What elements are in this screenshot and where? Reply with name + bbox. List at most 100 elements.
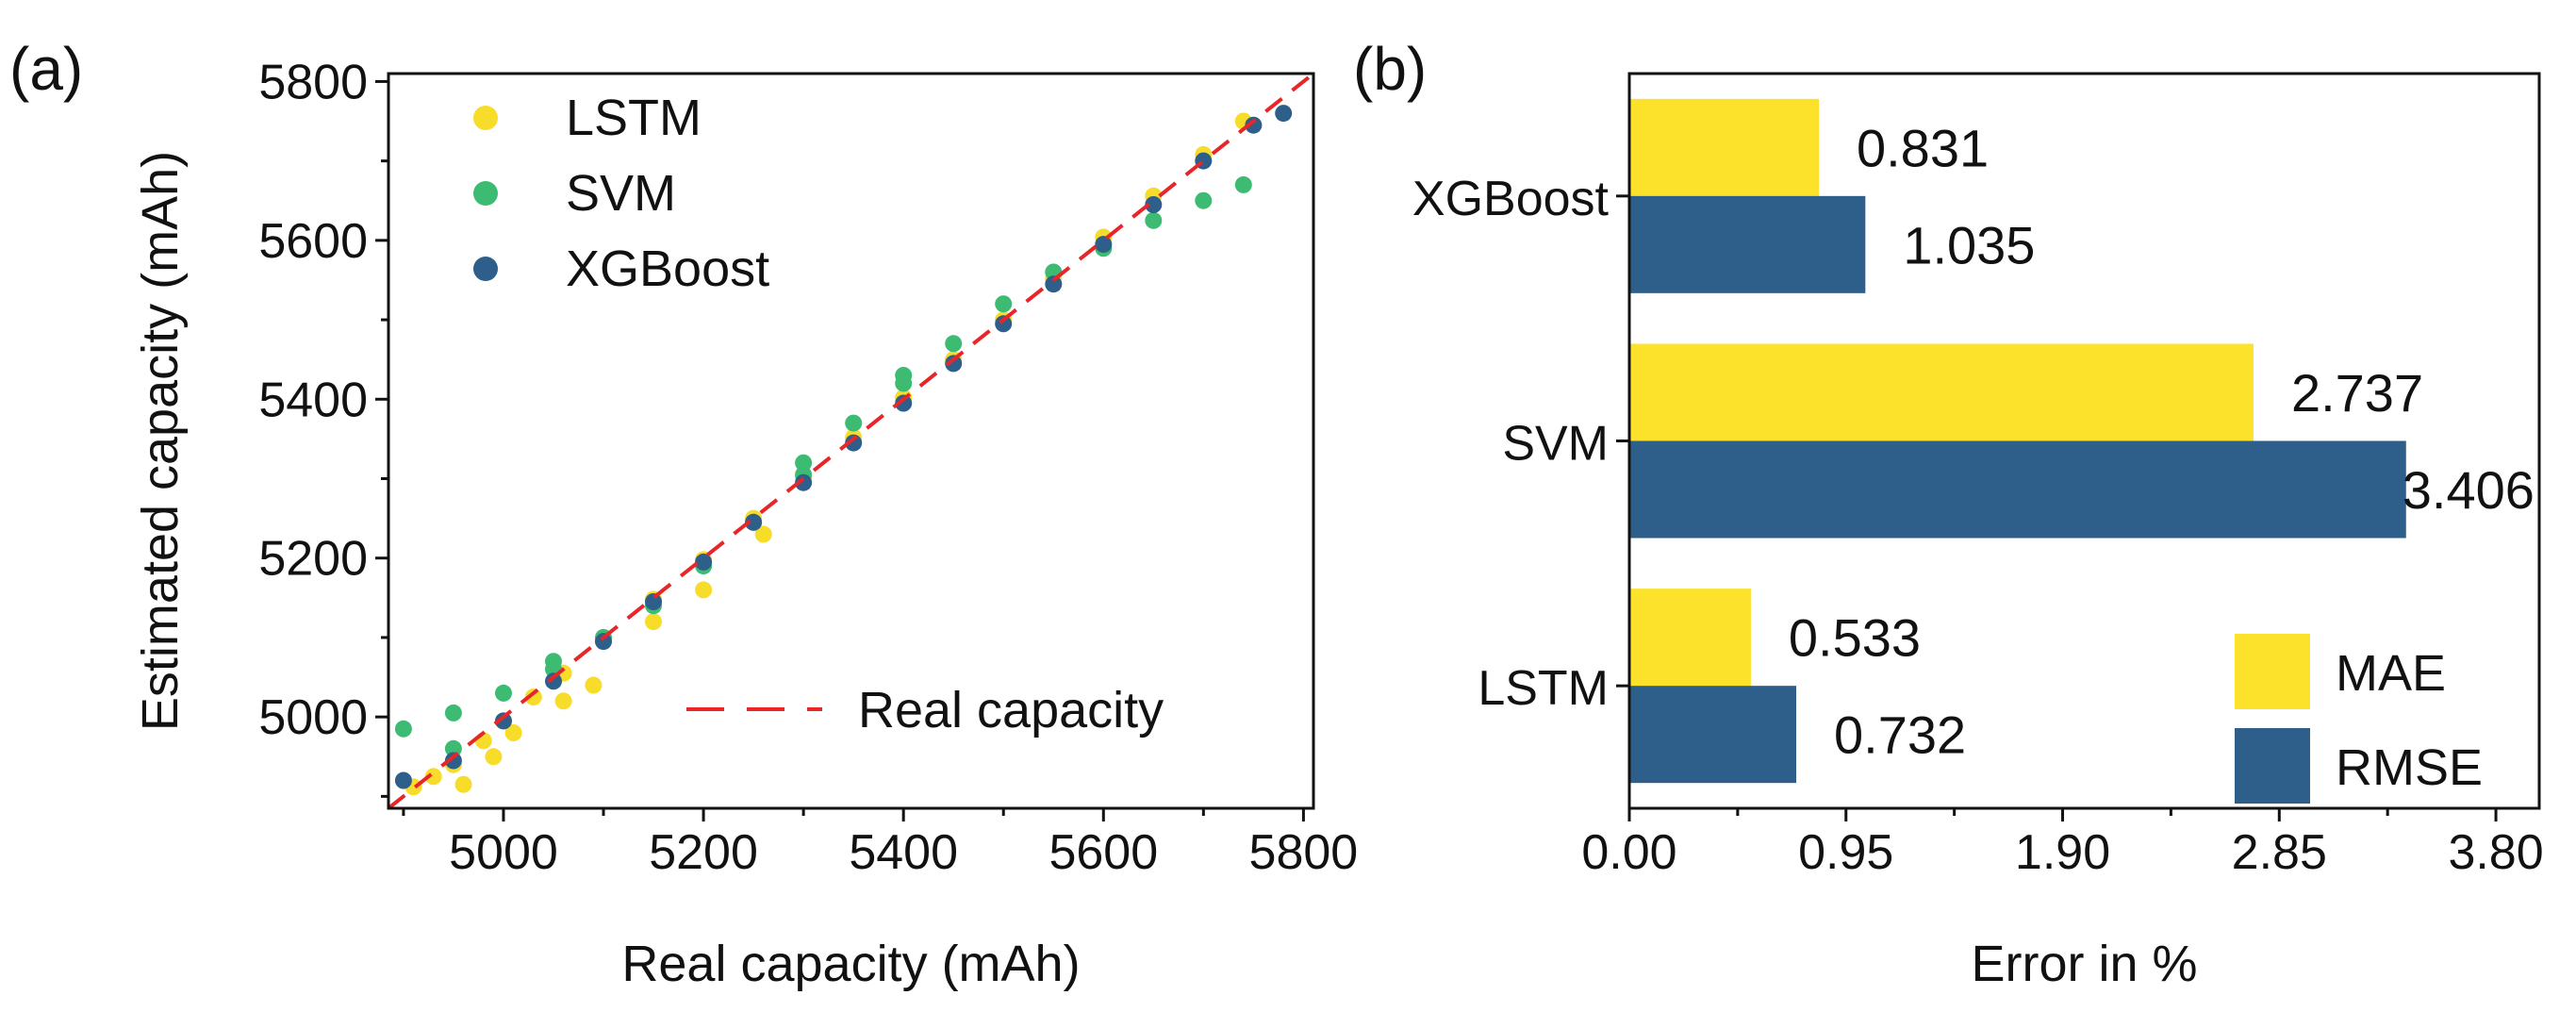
svm-point-2: [495, 684, 512, 702]
panel-a-label: (a): [9, 35, 83, 103]
svm-point-19: [545, 653, 562, 671]
lstm-point-24: [554, 692, 572, 710]
value-label-lstm-rmse: 0.732: [1834, 705, 1966, 765]
y-tick-label-5200: 5200: [258, 532, 368, 587]
xgboost-point-12: [995, 315, 1013, 333]
xgboost-point-3: [545, 672, 562, 690]
xgboost-point-4: [595, 633, 612, 651]
svm-point-16: [1195, 191, 1213, 209]
error-bars: 0.831 1.035 2.737 3.406 0.533 0.732: [1629, 98, 2535, 784]
panel-a-plot-frame: [387, 72, 1315, 810]
x-tick-label-5600: 5600: [1049, 825, 1158, 880]
svm-point-17: [1234, 175, 1252, 193]
series-svm: [394, 175, 1252, 757]
xgboost-point-15: [1145, 196, 1163, 213]
panel-a-y-axis-label: Estimated capacity (mAh): [132, 151, 189, 731]
real-capacity-legend-label: Real capacity: [858, 682, 1164, 738]
xgboost-point-8: [795, 473, 813, 491]
svm-point-20: [795, 454, 813, 472]
svm-point-1: [444, 704, 462, 722]
xgboost-point-1: [444, 752, 462, 770]
panel-b-legend: MAE RMSE: [2235, 634, 2483, 804]
bar-svm-rmse: [1629, 440, 2406, 539]
y-tick-label-5400: 5400: [258, 373, 368, 427]
xgboost-point-6: [695, 553, 713, 571]
lstm-point-1: [424, 768, 442, 786]
svm-point-0: [394, 720, 412, 738]
x-tick-label-0.95: 0.95: [1798, 825, 1893, 880]
xgboost-point-10: [895, 394, 913, 412]
real-capacity-reference-line: [387, 72, 1315, 810]
xgboost-point-5: [645, 593, 662, 610]
legend-swatch-rmse: [2235, 728, 2310, 804]
real-capacity-legend: Real capacity: [686, 682, 1164, 738]
value-label-xgboost-mae: 0.831: [1857, 118, 1989, 177]
y-tick-label-5600: 5600: [258, 214, 368, 269]
y-tick-label-5800: 5800: [258, 55, 368, 109]
panel-a-x-ticks: 5000 5200 5400 5600 5800: [402, 808, 1359, 880]
legend-label-mae: MAE: [2336, 645, 2446, 702]
xgboost-point-9: [845, 434, 863, 452]
panel-b-label: (b): [1353, 35, 1427, 103]
legend-label-svm: SVM: [566, 165, 676, 222]
xgboost-point-2: [495, 712, 512, 730]
x-tick-label-5400: 5400: [849, 825, 958, 880]
category-label-svm: SVM: [1502, 417, 1609, 472]
lstm-point-26: [645, 613, 662, 631]
panel-a-scatter: (a) 5000 5200 5400 5600 5800 5000 5200 5400 560…: [9, 35, 1358, 992]
y-tick-label-5000: 5000: [258, 690, 368, 745]
xgboost-point-11: [945, 355, 963, 373]
panel-b-category-ticks: XGBoost SVM LSTM: [1412, 172, 1629, 716]
value-label-xgboost-rmse: 1.035: [1903, 215, 2035, 274]
lstm-point-27: [695, 581, 713, 599]
lstm-point-23: [504, 724, 522, 741]
bar-xgboost-mae: [1629, 98, 1819, 196]
legend-swatch-mae: [2235, 634, 2310, 709]
series-xgboost: [394, 105, 1293, 789]
panel-a-x-axis-label: Real capacity (mAh): [621, 936, 1080, 992]
xgboost-point-13: [1045, 275, 1063, 293]
xgboost-point-0: [394, 771, 412, 789]
legend-marker-lstm: [473, 106, 498, 130]
svm-point-12: [995, 295, 1013, 313]
svm-point-9: [845, 414, 863, 432]
legend-label-rmse: RMSE: [2336, 739, 2483, 796]
legend-label-lstm: LSTM: [566, 90, 702, 146]
value-label-lstm-mae: 0.533: [1789, 608, 1921, 668]
value-label-svm-rmse: 3.406: [2403, 460, 2535, 520]
svm-point-11: [945, 335, 963, 353]
lstm-point-21: [454, 775, 472, 793]
panel-b-x-ticks: 0.00 0.95 1.90 2.85 3.80: [1581, 808, 2544, 880]
x-tick-label-5000: 5000: [449, 825, 558, 880]
lstm-point-22: [485, 748, 503, 766]
xgboost-point-7: [745, 513, 763, 531]
xgboost-point-14: [1095, 236, 1113, 254]
category-label-lstm: LSTM: [1478, 661, 1609, 716]
panel-b-x-axis-label: Error in %: [1971, 936, 2197, 992]
xgboost-point-17: [1245, 116, 1263, 134]
legend-marker-svm: [473, 181, 498, 206]
panel-a-y-ticks: 5000 5200 5400 5600 5800: [258, 55, 388, 798]
bar-svm-mae: [1629, 343, 2254, 441]
x-tick-label-1.90: 1.90: [2015, 825, 2110, 880]
svm-point-21: [895, 367, 913, 384]
x-tick-label-2.85: 2.85: [2232, 825, 2327, 880]
svm-point-15: [1145, 211, 1163, 229]
lstm-point-5: [524, 688, 542, 706]
legend-label-xgboost: XGBoost: [566, 241, 769, 297]
bar-lstm-mae: [1629, 589, 1751, 687]
x-tick-label-5200: 5200: [649, 825, 758, 880]
x-tick-label-0.00: 0.00: [1581, 825, 1676, 880]
x-tick-label-3.80: 3.80: [2448, 825, 2543, 880]
category-label-xgboost: XGBoost: [1412, 172, 1610, 226]
xgboost-point-18: [1275, 105, 1293, 123]
legend-marker-xgboost: [473, 257, 498, 281]
value-label-svm-mae: 2.737: [2291, 363, 2423, 423]
lstm-point-28: [754, 525, 772, 543]
x-tick-label-5800: 5800: [1249, 825, 1359, 880]
lstm-point-25: [585, 676, 603, 694]
panel-a-legend: LSTM SVM XGBoost: [473, 90, 769, 297]
bar-xgboost-rmse: [1629, 195, 1866, 293]
